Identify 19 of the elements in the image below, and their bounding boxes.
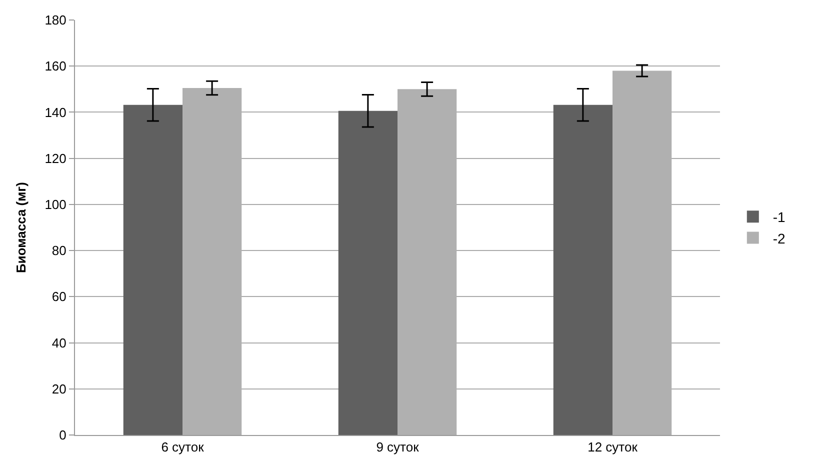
bar: [338, 110, 398, 435]
y-tick-label: 160: [44, 58, 66, 74]
legend-label: -1: [772, 209, 786, 226]
y-tick-label: 180: [44, 12, 66, 28]
y-tick-label: 100: [44, 196, 66, 212]
legend-label: -2: [772, 230, 786, 246]
y-tick-label: 20: [52, 381, 66, 396]
x-tick-label: 6 суток: [161, 440, 204, 455]
y-tick-label: 80: [52, 243, 66, 258]
y-tick-label: 120: [44, 150, 66, 166]
y-tick-label: 0: [59, 428, 66, 443]
y-tick-label: 140: [44, 104, 66, 120]
bar: [123, 104, 182, 435]
y-tick-label: 60: [52, 289, 66, 304]
y-tick-label: 40: [52, 335, 66, 350]
x-tick-label: 9 суток: [376, 440, 420, 455]
y-axis-title: Биомасса (мг): [14, 182, 29, 273]
bar: [553, 104, 612, 435]
x-tick-label: 12 суток: [588, 440, 638, 455]
